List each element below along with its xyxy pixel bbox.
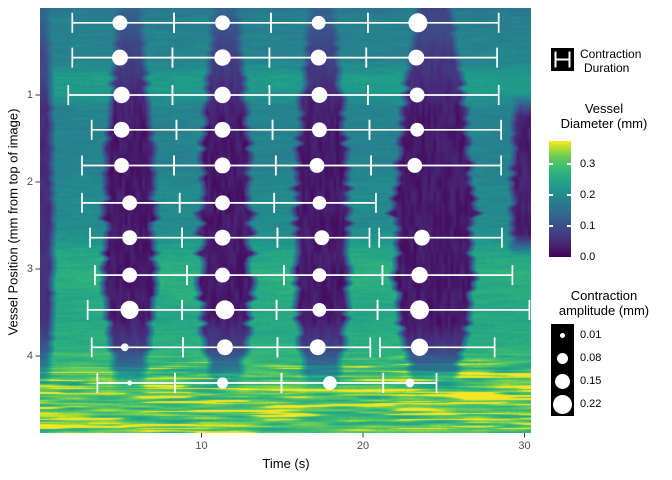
vessel-diameter-heatmap	[40, 8, 531, 433]
colorbar-tick-mark	[549, 194, 553, 197]
amplitude-key-label: 0.22	[580, 398, 602, 410]
legend-contraction-duration-label: Contraction Duration	[580, 47, 642, 75]
x-tick-label: 20	[356, 440, 370, 452]
amplitude-key-circle	[556, 352, 569, 365]
legend-vessel-diameter-title: Vessel Diameter (mm)	[560, 101, 648, 131]
amplitude-key-circle	[560, 333, 565, 338]
errorbar-duration-key-icon	[551, 48, 574, 71]
y-tick-label: 3	[26, 263, 33, 275]
y-tick-label: 4	[26, 350, 33, 362]
amplitude-key-circle	[552, 394, 572, 414]
colorbar-tick-mark	[549, 163, 553, 166]
colorbar-tick-mark	[567, 163, 571, 166]
amplitude-key-label: 0.15	[580, 375, 602, 387]
colorbar-tick-label: 0.1	[580, 219, 596, 232]
vessel-diameter-colorbar	[549, 141, 571, 257]
x-tick-label: 10	[195, 440, 208, 452]
y-axis-title: Vessel Position (mm from top of image)	[5, 108, 21, 336]
colorbar-tick-label: 0.3	[580, 157, 596, 170]
colorbar-tick-label: 0.0	[580, 250, 596, 263]
colorbar-tick-mark	[549, 225, 553, 228]
amplitude-key-circle	[554, 373, 571, 390]
colorbar-tick-mark	[567, 194, 571, 197]
y-tick-label: 2	[26, 176, 33, 188]
amplitude-key-label: 0.01	[580, 329, 602, 341]
x-tick-label: 30	[518, 440, 531, 452]
amplitude-key-label: 0.08	[580, 352, 602, 364]
x-axis-title: Time (s)	[262, 456, 310, 471]
contraction-amplitude-key-swatches	[551, 324, 574, 416]
colorbar-tick-mark	[567, 225, 571, 228]
colorbar-tick-label: 0.2	[580, 188, 596, 201]
y-tick-label: 1	[26, 89, 33, 101]
legend-contraction-amplitude-title: Contraction amplitude (mm)	[558, 288, 650, 318]
